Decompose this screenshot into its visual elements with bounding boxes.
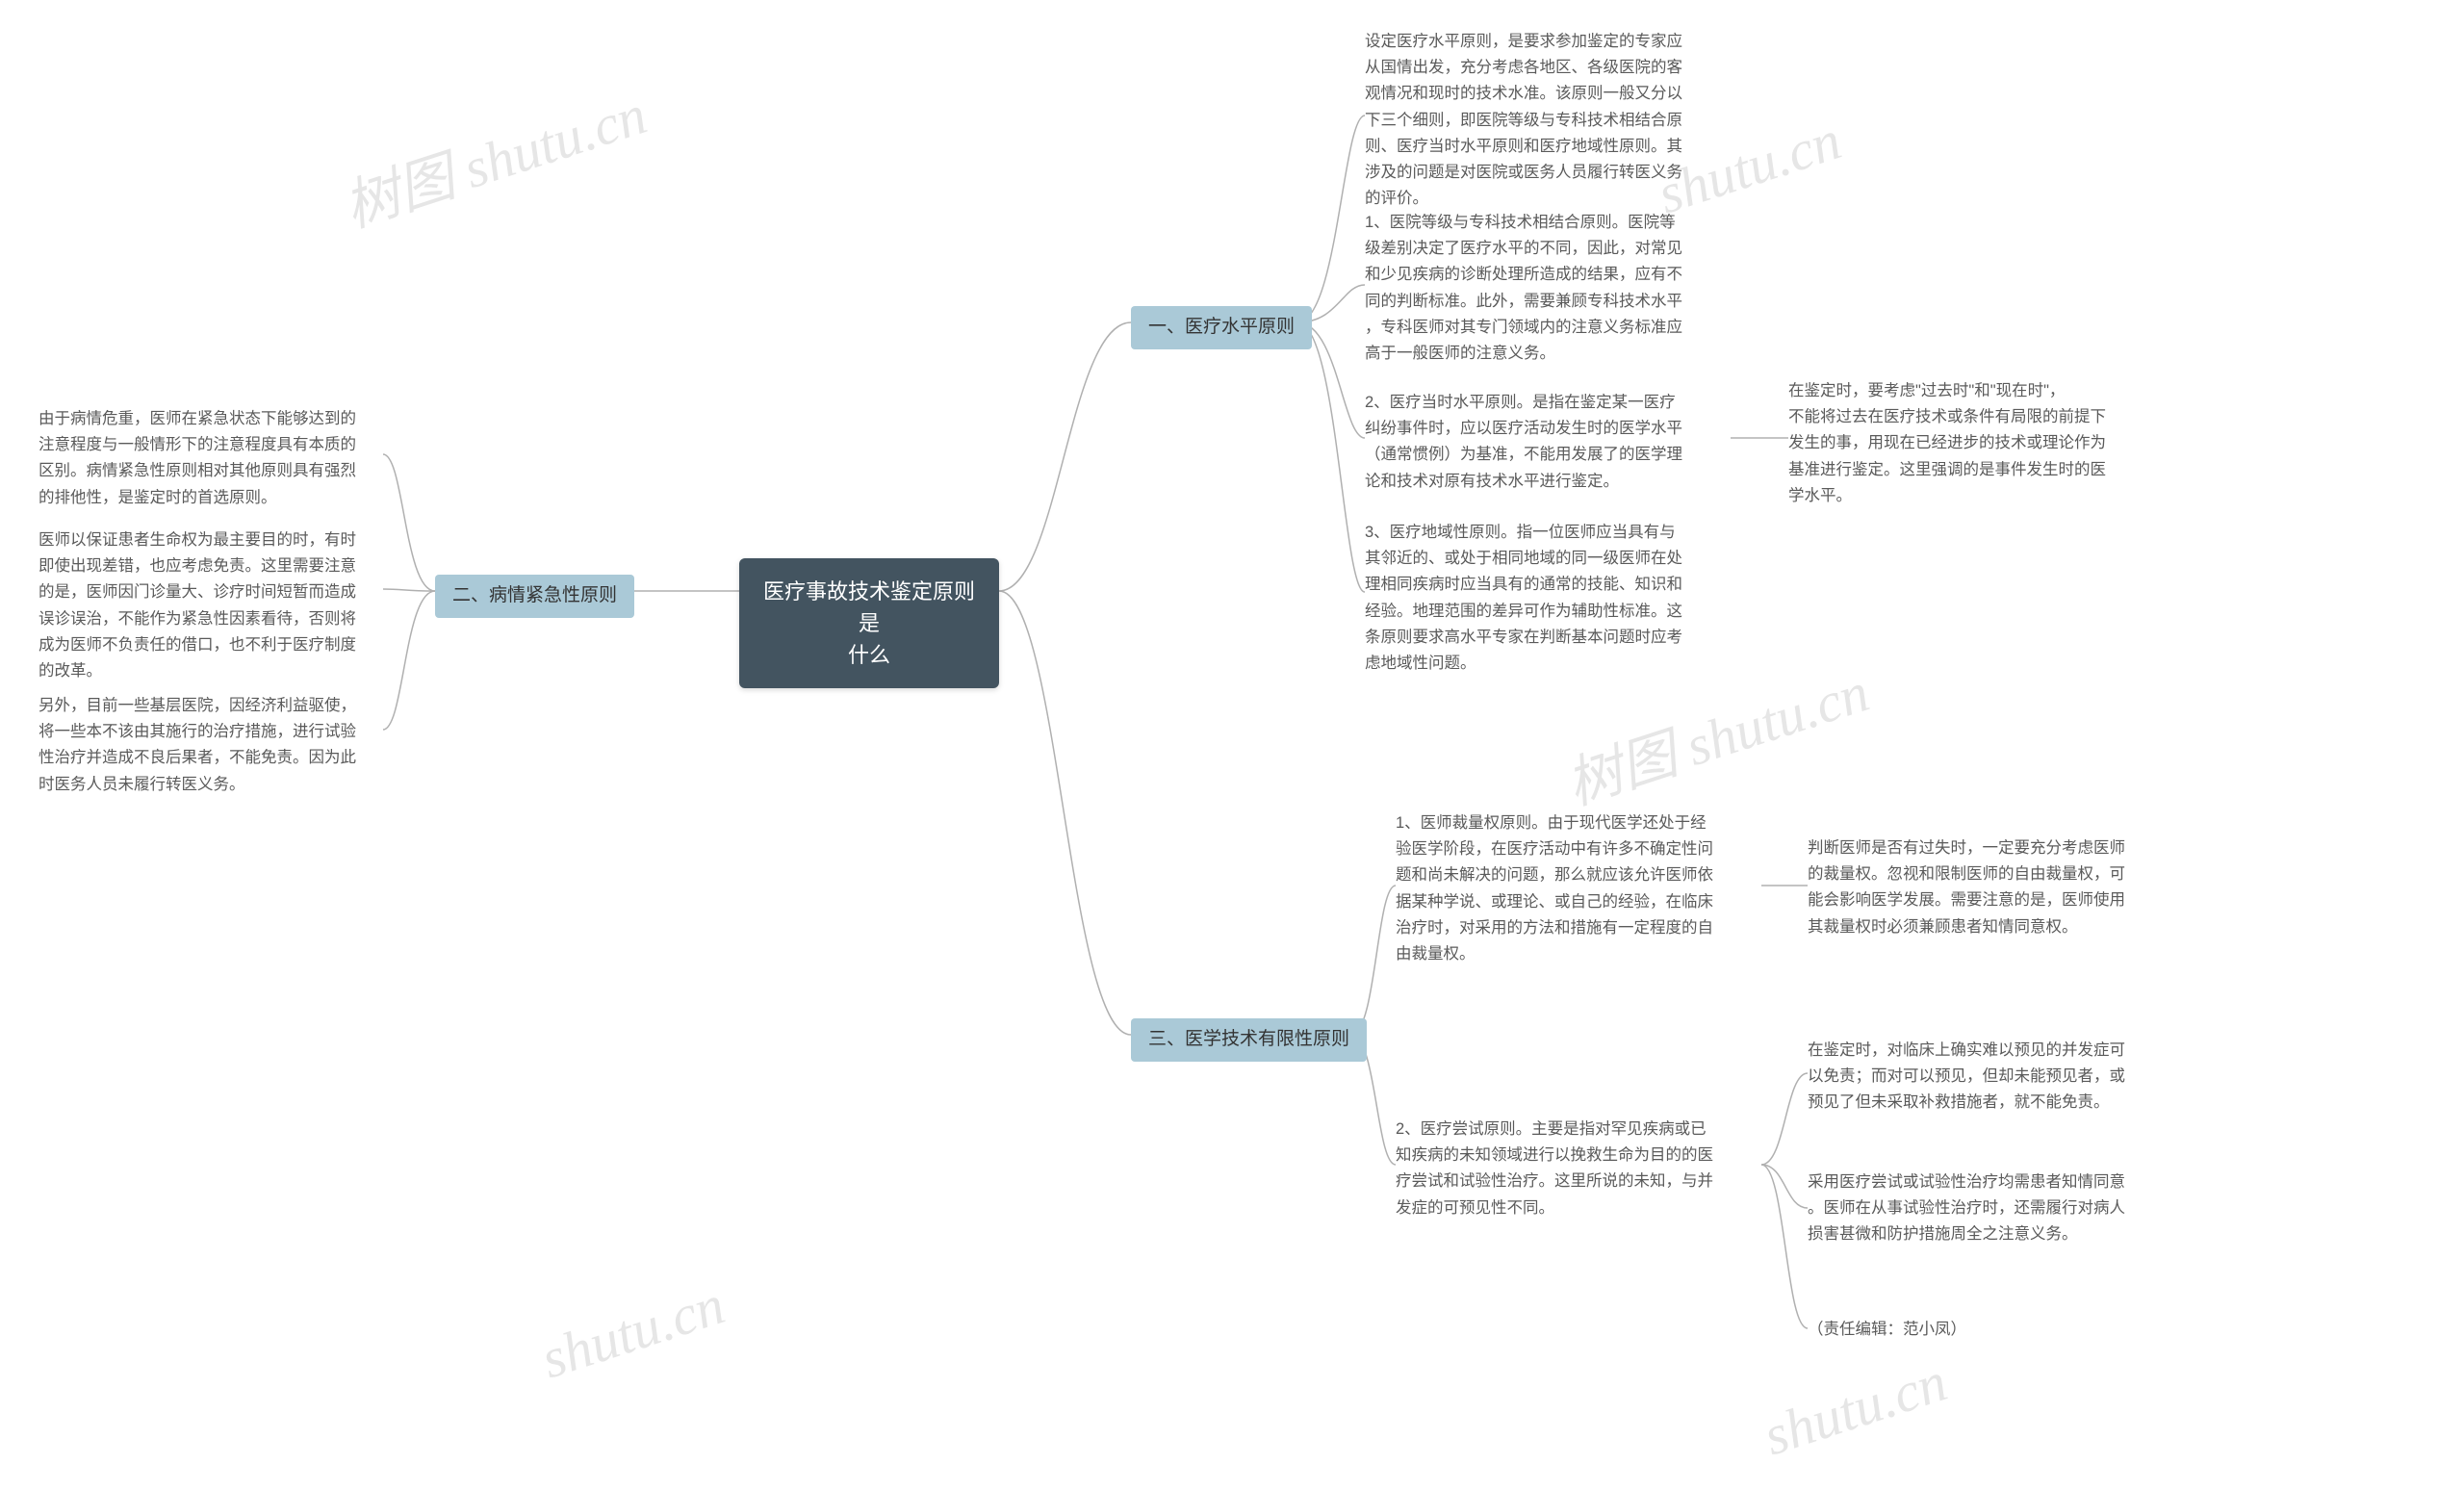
root-node: 医疗事故技术鉴定原则是 什么 [739, 558, 999, 688]
root-line2: 什么 [760, 639, 978, 671]
branch-right-2: 三、医学技术有限性原则 [1131, 1018, 1367, 1062]
r2-item-1-sub0: 在鉴定时，对临床上确实难以预见的并发症可 以免责；而对可以预见，但却未能预见者，… [1808, 1038, 2173, 1117]
left-item-1: 医师以保证患者生命权为最主要目的时，有时 即使出现差错，也应考虑免责。这里需要注… [38, 527, 385, 684]
r1-item-1: 1、医院等级与专科技术相结合原则。医院等 级差别决定了医疗水平的不同，因此，对常… [1365, 210, 1731, 367]
watermark: shutu.cn [1756, 1349, 1954, 1469]
r2-item-1: 2、医疗尝试原则。主要是指对罕见疾病或已 知疾病的未知领域进行以挽救生命为目的的… [1396, 1117, 1761, 1221]
r1-item-0: 设定医疗水平原则，是要求参加鉴定的专家应 从国情出发，充分考虑各地区、各级医院的… [1365, 29, 1731, 213]
branch-left: 二、病情紧急性原则 [435, 575, 634, 618]
r2-item-0-sub: 判断医师是否有过失时，一定要充分考虑医师 的裁量权。忽视和限制医师的自由裁量权，… [1808, 835, 2173, 940]
r1-item-3: 3、医疗地域性原则。指一位医师应当具有与 其邻近的、或处于相同地域的同一级医师在… [1365, 520, 1731, 677]
watermark: 树图 shutu.cn [332, 69, 654, 243]
watermark: shutu.cn [533, 1272, 732, 1392]
r1-item-2-sub: 在鉴定时，要考虑"过去时"和"现在时"， 不能将过去在医疗技术或条件有局限的前提… [1788, 378, 2154, 509]
r2-item-1-sub2: （责任编辑：范小凤） [1808, 1317, 2173, 1343]
left-item-2: 另外，目前一些基层医院，因经济利益驱使， 将一些本不该由其施行的治疗措施，进行试… [38, 693, 385, 798]
r2-item-1-sub1: 采用医疗尝试或试验性治疗均需患者知情同意 。医师在从事试验性治疗时，还需履行对病… [1808, 1169, 2173, 1248]
left-item-0: 由于病情危重，医师在紧急状态下能够达到的 注意程度与一般情形下的注意程度具有本质… [38, 406, 385, 511]
r2-item-0: 1、医师裁量权原则。由于现代医学还处于经 验医学阶段，在医疗活动中有许多不确定性… [1396, 810, 1761, 967]
branch-right-1: 一、医疗水平原则 [1131, 306, 1312, 349]
root-line1: 医疗事故技术鉴定原则是 [760, 576, 978, 639]
r1-item-2: 2、医疗当时水平原则。是指在鉴定某一医疗 纠纷事件时，应以医疗活动发生时的医学水… [1365, 390, 1731, 495]
